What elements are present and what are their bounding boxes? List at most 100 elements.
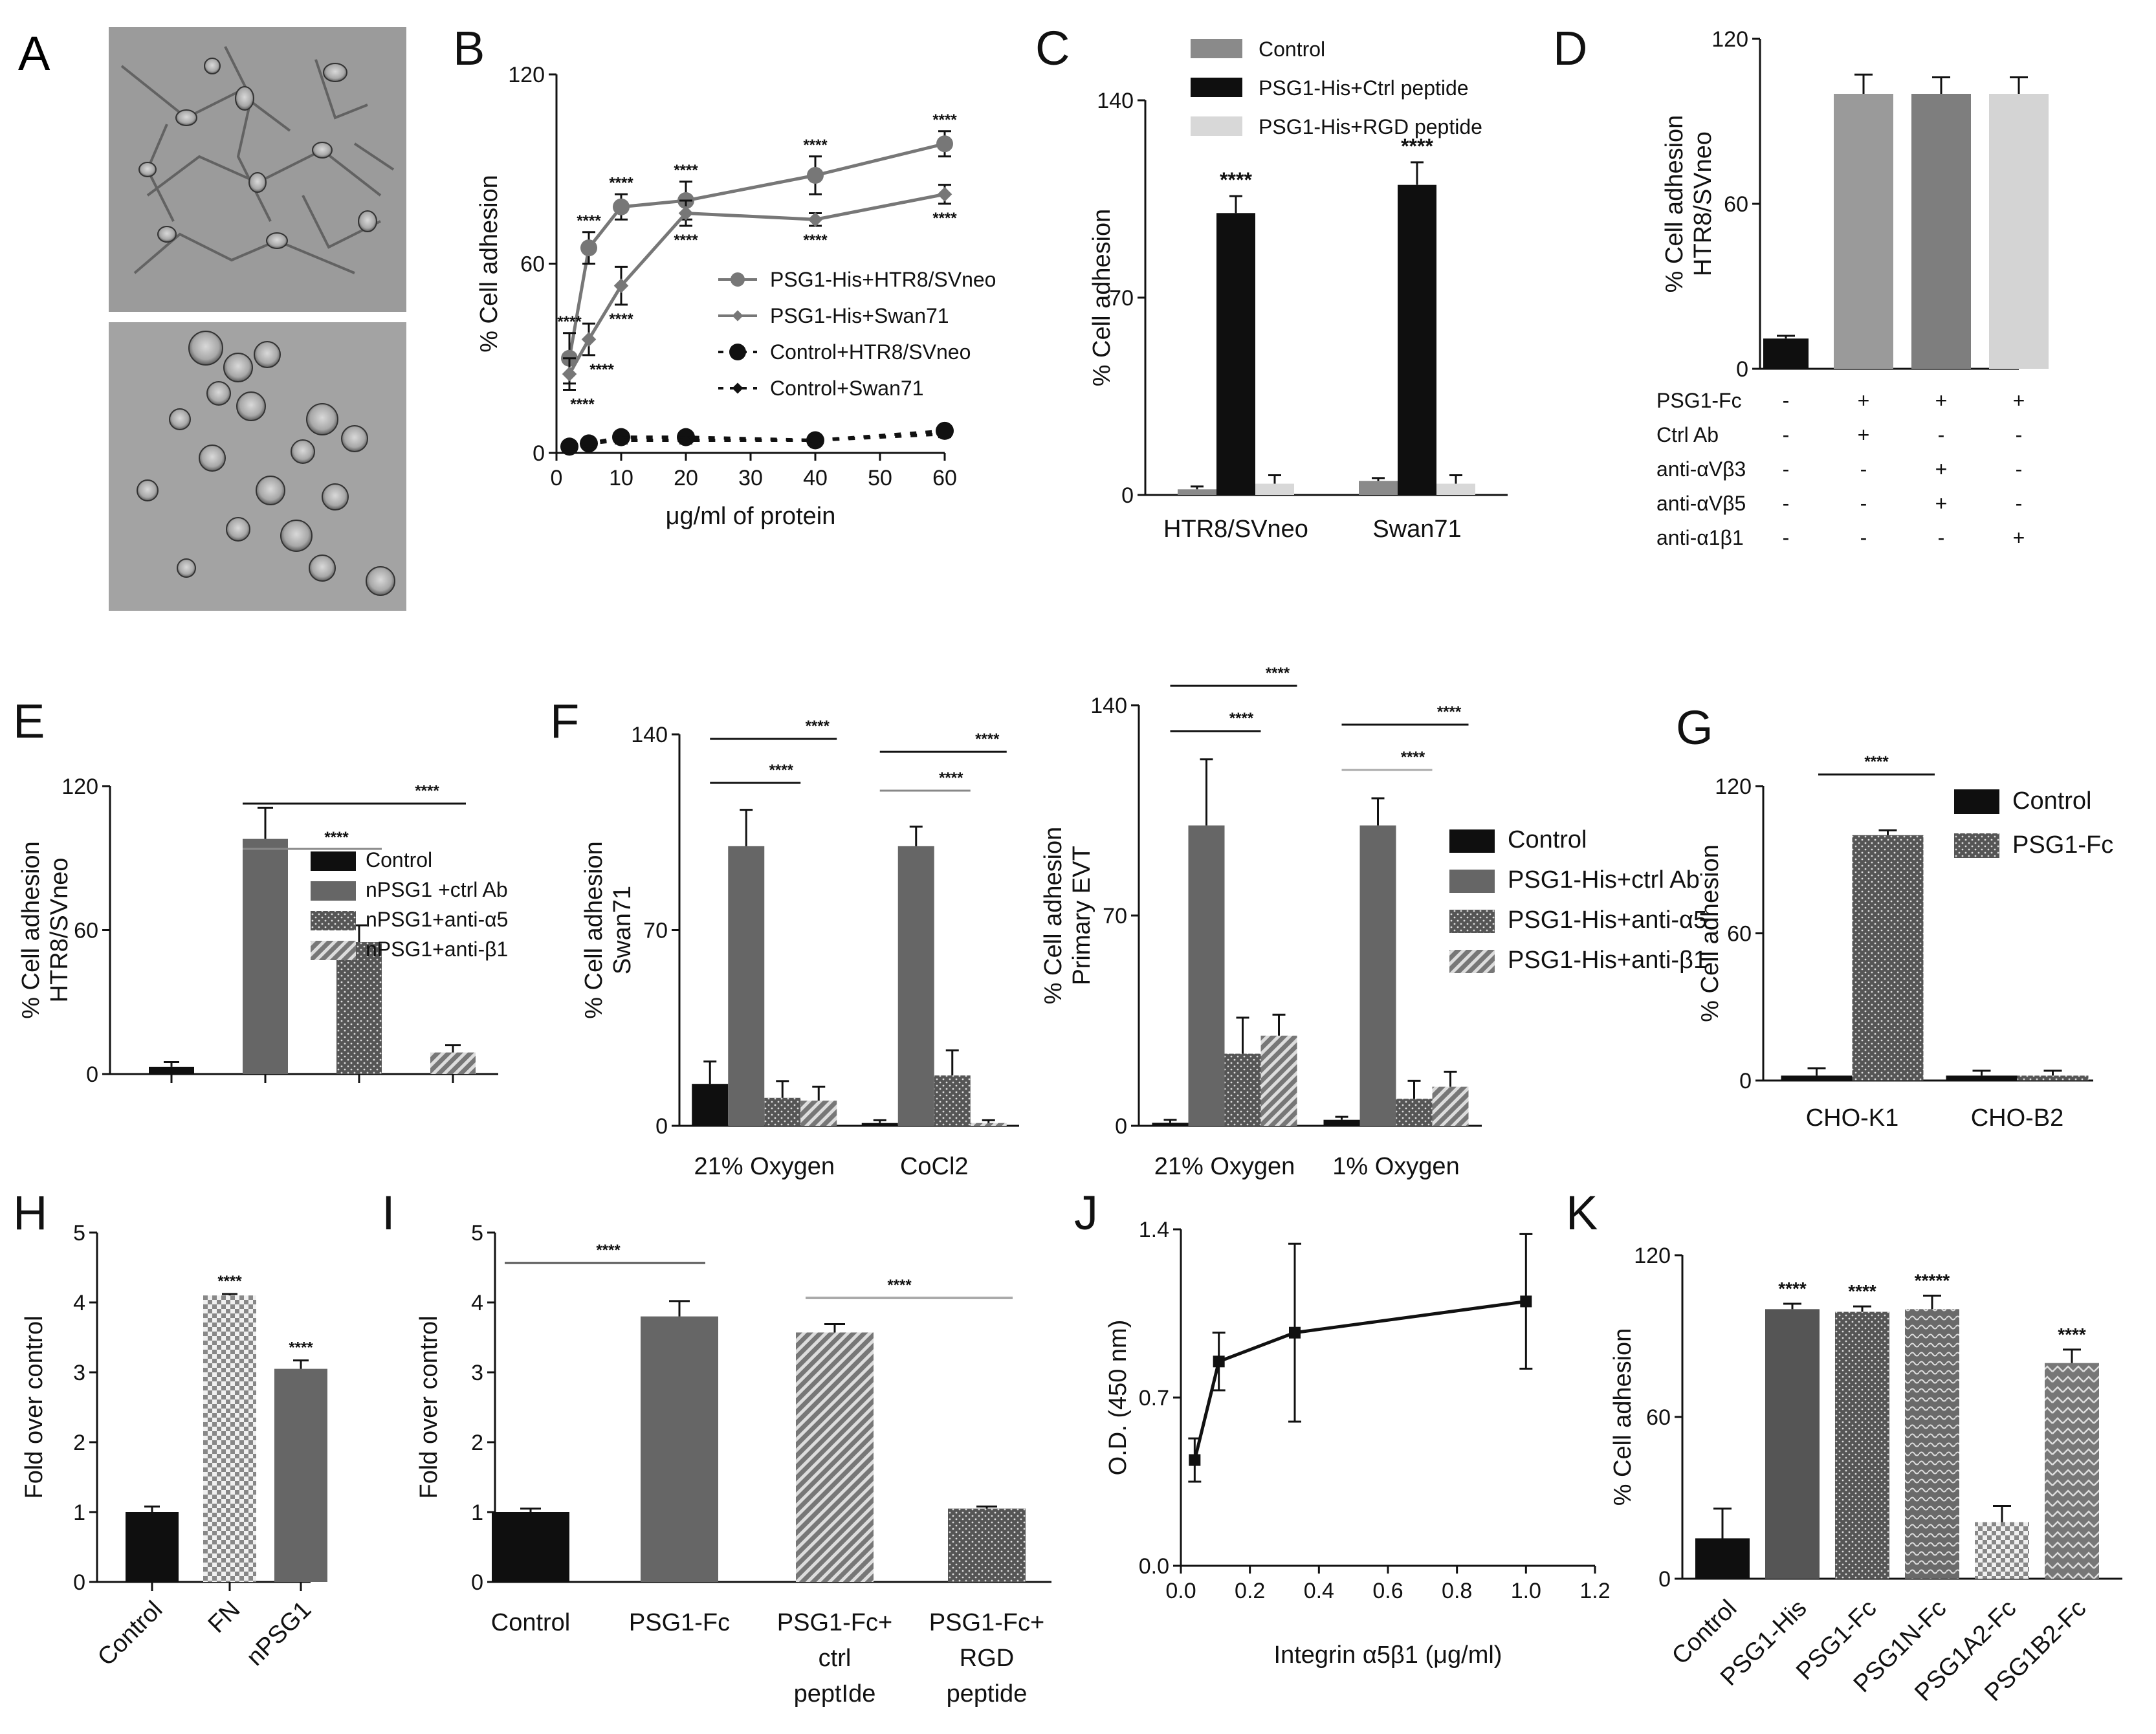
i-x-tick-label: peptIde xyxy=(794,1680,876,1707)
chart-f-swan71-bar xyxy=(861,1123,898,1126)
d-condition-mark: - xyxy=(1783,389,1790,412)
chart-f-swan71-bar xyxy=(692,1084,729,1126)
b-legend-marker xyxy=(732,310,743,322)
i-x-tick-label: RGD xyxy=(960,1645,1014,1672)
j-y-tick-label: 0.0 xyxy=(1139,1554,1169,1579)
d-condition-mark: - xyxy=(1783,423,1790,446)
chart-f-evt-bar xyxy=(1152,1123,1189,1126)
b-point xyxy=(809,435,821,446)
c-legend-label: PSG1-His+Ctrl peptide xyxy=(1259,76,1469,100)
d-condition-mark: - xyxy=(1783,457,1790,481)
e-y-tick-label: 120 xyxy=(61,774,98,799)
chart-f-swan71-bar xyxy=(728,846,765,1126)
panel-b-label: B xyxy=(453,21,485,75)
b-significance: **** xyxy=(609,311,633,328)
j-x-tick-label: 0.8 xyxy=(1442,1579,1472,1603)
k-bar xyxy=(1765,1309,1820,1579)
d-condition-label: anti-α1β1 xyxy=(1656,526,1744,549)
chart-f-evt-y-label: Primary EVT xyxy=(1068,846,1095,985)
g-legend-swatch xyxy=(1954,833,1999,858)
e-y-tick-label: 60 xyxy=(74,919,98,943)
j-x-tick-label: 1.2 xyxy=(1579,1579,1610,1603)
c-y-label: % Cell adhesion xyxy=(1088,209,1116,387)
d-condition-mark: - xyxy=(1938,423,1945,446)
d-condition-label: anti-αVβ5 xyxy=(1656,492,1746,515)
chart-f-evt-legend-label: PSG1-His+anti-β1 xyxy=(1508,947,1707,974)
i-bar xyxy=(796,1332,874,1582)
b-series-line xyxy=(567,142,945,359)
panel-j-label: J xyxy=(1074,1186,1098,1240)
d-condition-label: Ctrl Ab xyxy=(1656,423,1719,446)
chart-b: B 0 60 120 0 10 20 30 40 50 60 μg/ml of protein % C… xyxy=(453,21,996,530)
d-condition-mark: - xyxy=(2016,457,2023,481)
k-y-tick-label: 60 xyxy=(1646,1405,1671,1430)
i-x-tick-label: PSG1-Fc+ xyxy=(777,1609,892,1636)
k-y-tick-label: 120 xyxy=(1634,1244,1671,1268)
g-y-label: % Cell adhesion xyxy=(1697,844,1724,1022)
b-legend-label: Control+HTR8/SVneo xyxy=(770,340,971,364)
i-x-tick-label: ctrl xyxy=(819,1645,852,1672)
b-point xyxy=(580,239,597,257)
e-legend-swatch xyxy=(311,911,356,930)
c-x-tick-label: Swan71 xyxy=(1372,516,1461,543)
c-legend-swatch xyxy=(1191,116,1242,136)
d-bar xyxy=(1911,94,1971,369)
b-significance: **** xyxy=(577,212,601,230)
d-condition-mark: + xyxy=(1935,389,1948,412)
b-significance: **** xyxy=(557,313,582,331)
c-legend-label: Control xyxy=(1259,38,1325,61)
d-condition-mark: - xyxy=(2016,492,2023,515)
b-legend-label: Control+Swan71 xyxy=(770,377,923,400)
g-legend-swatch xyxy=(1954,789,1999,814)
j-x-tick-label: 0.6 xyxy=(1372,1579,1403,1603)
g-legend-label: Control xyxy=(2012,787,2092,815)
g-y-tick-label: 0 xyxy=(1739,1069,1752,1093)
i-x-tick-label: PSG1-Fc xyxy=(629,1609,730,1636)
b-point xyxy=(613,198,630,215)
d-condition-mark: - xyxy=(1860,457,1867,481)
b-legend-marker xyxy=(731,272,745,287)
c-significance: **** xyxy=(1220,168,1252,192)
e-bar xyxy=(149,1066,194,1074)
chart-f-evt-bar xyxy=(1323,1119,1360,1126)
d-condition-label: PSG1-Fc xyxy=(1656,389,1742,412)
e-legend-label: Control xyxy=(366,848,432,872)
j-point xyxy=(1213,1355,1225,1368)
b-point xyxy=(615,435,627,446)
b-y-tick-label: 120 xyxy=(508,63,545,87)
chart-f-swan71-x-tick-label: 21% Oxygen xyxy=(694,1153,835,1180)
e-legend-swatch xyxy=(311,941,356,960)
h-y-tick-label: 1 xyxy=(73,1500,85,1525)
g-significance: **** xyxy=(1864,753,1889,771)
k-y-label: % Cell adhesion xyxy=(1609,1328,1636,1506)
b-y-label: % Cell adhesion xyxy=(476,175,503,353)
g-y-tick-label: 60 xyxy=(1727,922,1752,947)
b-point xyxy=(936,135,953,153)
b-point xyxy=(564,441,575,452)
d-condition-mark: - xyxy=(1860,492,1867,515)
b-point xyxy=(562,366,577,382)
h-significance: **** xyxy=(289,1339,313,1357)
chart-f-evt-legend-swatch xyxy=(1449,870,1495,893)
j-y-label: O.D. (450 nm) xyxy=(1105,1320,1132,1476)
k-bar xyxy=(1695,1538,1750,1579)
b-significance: **** xyxy=(674,162,698,179)
i-y-tick-label: 5 xyxy=(471,1221,483,1246)
h-significance: **** xyxy=(217,1273,242,1290)
k-significance: ***** xyxy=(1915,1271,1950,1291)
chart-f-swan71-y-label: Swan71 xyxy=(609,886,636,974)
panel-d-label: D xyxy=(1553,21,1587,75)
g-bar xyxy=(2017,1075,2089,1081)
j-point xyxy=(1520,1295,1532,1308)
e-legend-label: nPSG1+anti-β1 xyxy=(366,938,508,961)
chart-f-swan71-y-tick-label: 140 xyxy=(631,723,668,747)
panel-h-label: H xyxy=(13,1186,47,1240)
chart-f-swan71-significance: **** xyxy=(975,730,1000,748)
c-legend-swatch xyxy=(1191,39,1242,58)
chart-f-swan71-x-tick-label: CoCl2 xyxy=(900,1153,969,1180)
chart-f-swan71-bar xyxy=(897,846,934,1126)
i-x-tick-label: Control xyxy=(491,1609,571,1636)
c-bar xyxy=(1255,483,1294,495)
d-condition-mark: + xyxy=(1935,492,1948,515)
d-y-label: % Cell adhesion xyxy=(1661,115,1688,293)
